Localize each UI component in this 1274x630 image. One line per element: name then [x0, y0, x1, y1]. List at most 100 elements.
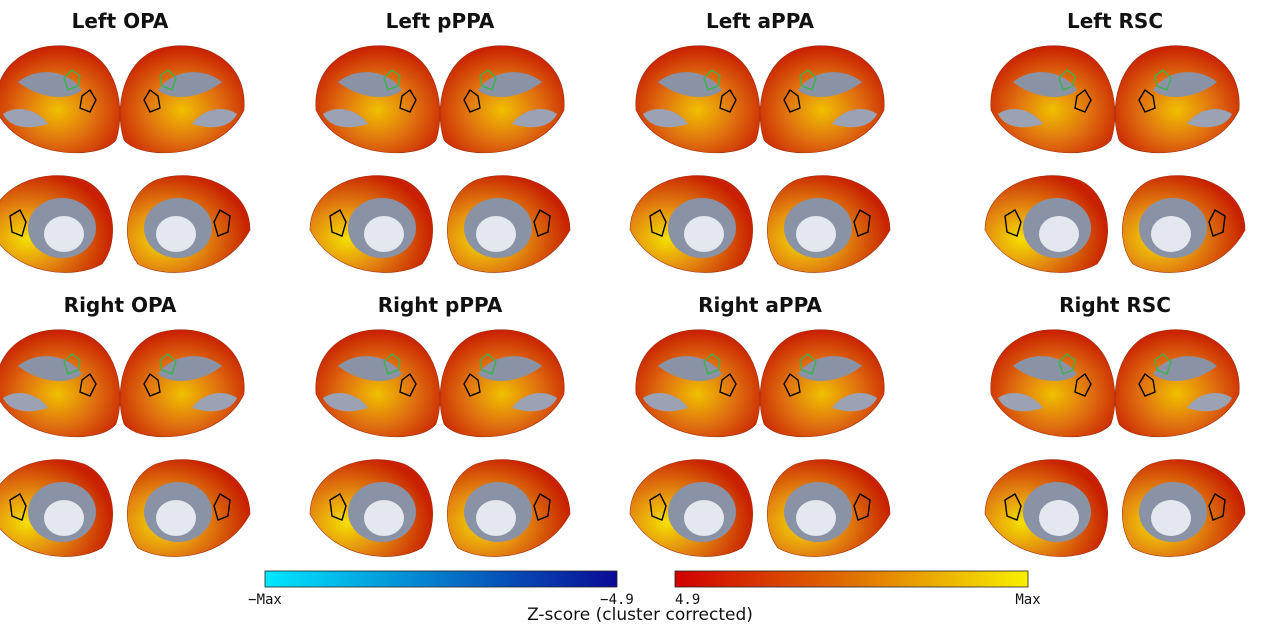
sulcus: [338, 72, 402, 97]
sulcus: [478, 72, 542, 97]
medial-wall: [684, 216, 724, 252]
roi-outline: [649, 493, 667, 521]
brain-panel: [984, 45, 1246, 273]
roi-outline: [329, 493, 347, 521]
colorbar: [674, 570, 1029, 588]
brain-panel: [984, 329, 1246, 557]
colorbar-label: −Max: [248, 592, 282, 608]
sulcus: [1013, 356, 1077, 381]
roi-outline: [1058, 69, 1076, 91]
medial-wall: [156, 216, 196, 252]
sulcus: [192, 393, 237, 412]
roi-outline: [479, 353, 497, 375]
medial-wall: [1039, 500, 1079, 536]
roi-outline: [1138, 88, 1156, 113]
roi-outline: [1058, 353, 1076, 375]
roi-outline: [463, 372, 481, 397]
sulcus: [323, 109, 368, 128]
medial-wall: [364, 500, 404, 536]
medial-wall: [476, 500, 516, 536]
roi-outline: [79, 372, 97, 397]
sulcus: [798, 356, 862, 381]
brain-lateral: [990, 45, 1116, 154]
sulcus: [643, 109, 688, 128]
sulcus: [3, 393, 48, 412]
sulcus: [1153, 72, 1217, 97]
roi-outline: [159, 353, 177, 375]
roi-outline: [783, 372, 801, 397]
sulcus: [998, 109, 1043, 128]
brain-lateral: [315, 45, 441, 154]
sulcus: [1187, 109, 1232, 128]
medial-wall: [156, 500, 196, 536]
roi-outline: [479, 69, 497, 91]
medial-wall: [684, 500, 724, 536]
brain-lateral: [119, 45, 245, 154]
roi-outline: [1138, 372, 1156, 397]
roi-outline: [1154, 353, 1172, 375]
colorbar-label: Max: [1015, 592, 1040, 608]
roi-outline: [63, 353, 81, 375]
roi-outline: [1004, 493, 1022, 521]
roi-outline: [1074, 372, 1092, 397]
brain-lateral: [759, 45, 885, 154]
roi-outline: [9, 493, 27, 521]
roi-outline: [399, 88, 417, 113]
sulcus: [658, 356, 722, 381]
brain-lateral: [635, 329, 761, 438]
brain-lateral: [990, 329, 1116, 438]
roi-outline: [1208, 209, 1226, 237]
sulcus: [158, 356, 222, 381]
roi-outline: [143, 88, 161, 113]
sulcus: [18, 356, 82, 381]
roi-outline: [799, 69, 817, 91]
roi-outline: [463, 88, 481, 113]
sulcus: [3, 109, 48, 128]
sulcus: [158, 72, 222, 97]
sulcus: [832, 393, 877, 412]
colorbars: Z-score (cluster corrected) −Max −4.9 4.9 M…: [248, 570, 1041, 625]
medial-wall: [796, 216, 836, 252]
panel-title: Left OPA: [72, 9, 169, 33]
sulcus: [1187, 393, 1232, 412]
brain-lateral: [315, 329, 441, 438]
roi-outline: [853, 493, 871, 521]
sulcus: [998, 393, 1043, 412]
roi-outline: [719, 88, 737, 113]
sulcus: [1153, 356, 1217, 381]
brain-lateral: [1114, 45, 1240, 154]
brain-lateral: [0, 329, 121, 438]
roi-outline: [213, 209, 231, 237]
brain-lateral: [439, 45, 565, 154]
brain-panel: [0, 329, 251, 557]
medial-wall: [796, 500, 836, 536]
sulcus: [18, 72, 82, 97]
roi-outline: [329, 209, 347, 237]
roi-outline: [383, 69, 401, 91]
sulcus: [323, 393, 368, 412]
brain-panels: Left OPA Left pPPA Left aPPA Left RSC Right …: [0, 9, 1246, 557]
panel-title: Left RSC: [1067, 9, 1163, 33]
brain-lateral: [635, 45, 761, 154]
roi-outline: [1074, 88, 1092, 113]
roi-outline: [159, 69, 177, 91]
panel-title: Left aPPA: [706, 9, 815, 33]
roi-outline: [63, 69, 81, 91]
panel-title: Right OPA: [64, 293, 177, 317]
panel-title: Left pPPA: [386, 9, 495, 33]
sulcus: [478, 356, 542, 381]
brain-lateral: [0, 45, 121, 154]
roi-outline: [1004, 209, 1022, 237]
roi-outline: [213, 493, 231, 521]
sulcus: [798, 72, 862, 97]
panel-title: Right RSC: [1059, 293, 1171, 317]
roi-outline: [9, 209, 27, 237]
brain-panel: [309, 329, 571, 557]
roi-outline: [399, 372, 417, 397]
brain-panel: [629, 329, 891, 557]
brain-lateral: [119, 329, 245, 438]
roi-outline: [143, 372, 161, 397]
sulcus: [338, 356, 402, 381]
roi-outline: [383, 353, 401, 375]
